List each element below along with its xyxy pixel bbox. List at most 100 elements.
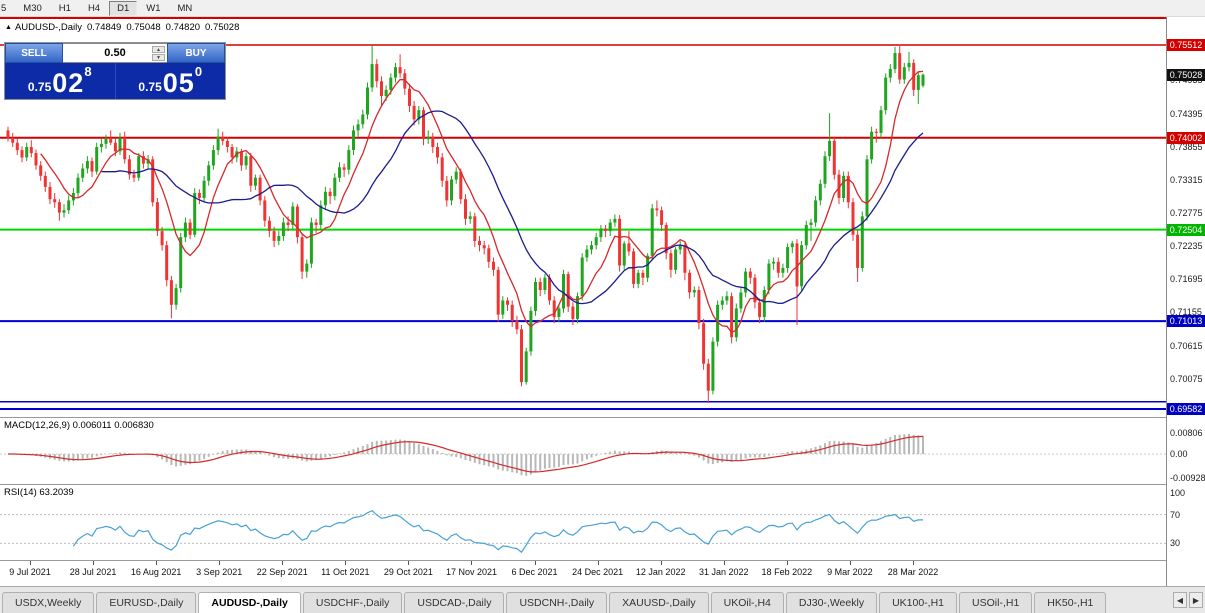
- candle-body: [34, 153, 38, 166]
- volume-up-button[interactable]: ▲: [152, 46, 165, 53]
- rsi-canvas[interactable]: [0, 485, 1166, 560]
- candle-body: [394, 67, 397, 78]
- candle-body: [216, 136, 220, 151]
- sell-price-small: 0.75: [27, 80, 52, 94]
- candle-body: [193, 193, 197, 235]
- price-grid-label: 0.70075: [1170, 373, 1203, 384]
- tab-usdchf-daily[interactable]: USDCHF-,Daily: [302, 592, 403, 613]
- timeframe-h1[interactable]: H1: [58, 2, 71, 14]
- tab-ukoil-h4[interactable]: UKOil-,H4: [710, 592, 784, 613]
- candle-body: [11, 137, 15, 143]
- candle-body: [860, 216, 864, 268]
- candle-body: [823, 156, 827, 184]
- candle-body: [725, 296, 729, 301]
- candle-body: [753, 277, 757, 303]
- macd-axis-label: 0.00: [1170, 449, 1188, 459]
- candle-body: [557, 308, 561, 317]
- ohlc-high: 0.75048: [126, 22, 161, 33]
- volume-down-button[interactable]: ▼: [152, 54, 165, 61]
- candle-body: [450, 179, 453, 201]
- volume-input[interactable]: [87, 47, 143, 59]
- tab-usoil-h1[interactable]: USOil-,H1: [959, 592, 1033, 613]
- candle-body: [239, 151, 243, 166]
- candle-body: [244, 156, 248, 166]
- buy-price-sup: 0: [194, 64, 203, 79]
- candle-body: [468, 216, 472, 219]
- candle-body: [309, 222, 313, 264]
- candle-body: [370, 64, 374, 88]
- candle-body: [225, 140, 229, 147]
- date-label: 28 Jul 2021: [69, 567, 117, 577]
- candle-body: [702, 323, 706, 364]
- candle-body: [898, 53, 902, 80]
- timeframe-w1[interactable]: W1: [146, 2, 161, 14]
- tabbar-scroll-right-button[interactable]: ▶: [1189, 592, 1203, 608]
- candle-body: [800, 245, 804, 287]
- candle-body: [342, 167, 346, 170]
- tab-usdcnh-daily[interactable]: USDCNH-,Daily: [506, 592, 608, 613]
- candle-body: [319, 205, 323, 225]
- tabbar-scroll-left-button[interactable]: ◀: [1173, 592, 1187, 608]
- candle-body: [333, 177, 337, 197]
- price-badge-0.75028: 0.75028: [1167, 68, 1205, 81]
- macd-canvas[interactable]: [0, 418, 1166, 484]
- candle-body: [151, 159, 155, 203]
- candle-body: [267, 220, 271, 232]
- sell-price-big: 02: [52, 68, 85, 98]
- candle-body: [67, 200, 71, 211]
- candle-body: [305, 263, 309, 272]
- date-label: 22 Sep 2021: [256, 567, 308, 577]
- candle-body: [57, 202, 61, 213]
- price-grid-label: 0.73855: [1170, 141, 1203, 152]
- tab-xauusd-daily[interactable]: XAUUSD-,Daily: [609, 592, 709, 613]
- candle-body: [403, 73, 407, 89]
- tab-audusd-daily[interactable]: AUDUSD-,Daily: [198, 592, 301, 613]
- sell-button[interactable]: SELL: [5, 43, 63, 63]
- main-chart-canvas[interactable]: [0, 20, 1166, 417]
- tab-hk50-h1[interactable]: HK50-,H1: [1034, 592, 1107, 613]
- price-grid-label: 0.73315: [1170, 174, 1203, 185]
- timeframe-m30[interactable]: M30: [23, 2, 42, 14]
- candle-body: [874, 131, 878, 133]
- macd-panel-separator: [0, 417, 1205, 418]
- candle-body: [90, 161, 94, 172]
- tab-dj30-weekly[interactable]: DJ30-,Weekly: [785, 592, 878, 613]
- buy-button[interactable]: BUY: [167, 43, 225, 63]
- price-axis[interactable]: [1166, 17, 1205, 586]
- candle-body: [851, 202, 855, 235]
- tab-usdcad-daily[interactable]: USDCAD-,Daily: [404, 592, 505, 613]
- candle-body: [879, 110, 883, 133]
- candle-body: [29, 147, 33, 154]
- date-tick: [849, 561, 851, 565]
- candle-body: [375, 64, 379, 82]
- candle-body: [188, 222, 192, 235]
- candle-body: [496, 269, 500, 315]
- candle-body: [132, 174, 136, 178]
- timeframe-5[interactable]: 5: [1, 2, 7, 14]
- candle-body: [454, 171, 458, 180]
- date-label: 18 Feb 2022: [761, 567, 813, 577]
- timeframe-mn[interactable]: MN: [177, 2, 193, 14]
- date-label: 24 Dec 2021: [572, 567, 624, 577]
- candle-body: [113, 142, 117, 152]
- candle-body: [127, 159, 131, 175]
- date-tick: [408, 561, 410, 565]
- candle-body: [804, 225, 808, 246]
- tab-uk100-h1[interactable]: UK100-,H1: [879, 592, 958, 613]
- candle-body: [338, 167, 341, 178]
- rsi-panel-separator: [0, 484, 1205, 485]
- rsi-label: RSI(14) 63.2039: [4, 487, 74, 498]
- tab-eurusd-daily[interactable]: EURUSD-,Daily: [96, 592, 197, 613]
- timeframe-d1[interactable]: D1: [109, 0, 138, 16]
- candle-body: [562, 274, 565, 309]
- candle-body: [669, 253, 673, 270]
- candle-body: [221, 136, 225, 141]
- candle-body: [155, 202, 159, 232]
- ma-line-21: [101, 110, 924, 305]
- macd-signal-line: [8, 435, 924, 473]
- timeframe-h4[interactable]: H4: [87, 2, 101, 14]
- date-axis[interactable]: [0, 561, 1166, 585]
- tab-usdx-weekly[interactable]: USDX,Weekly: [2, 592, 95, 613]
- date-tick: [93, 561, 95, 565]
- candle-body: [594, 237, 598, 246]
